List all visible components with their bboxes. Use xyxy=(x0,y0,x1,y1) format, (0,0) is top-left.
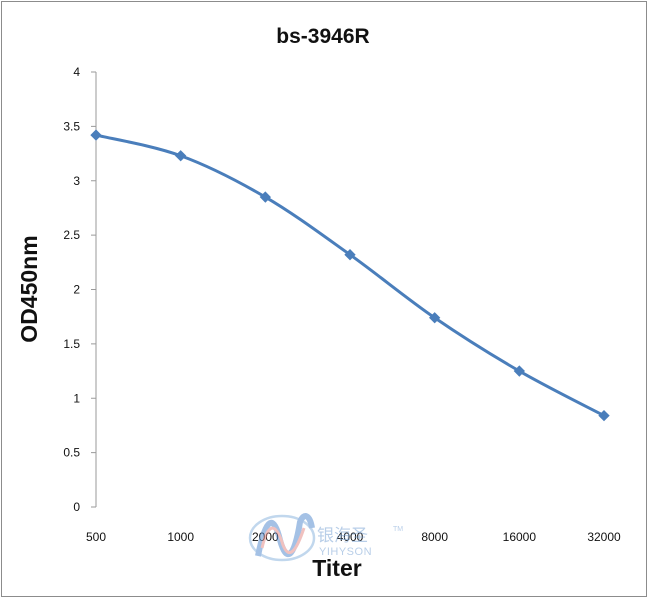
x-tick-label: 8000 xyxy=(421,530,448,544)
y-tick-label: 0.5 xyxy=(63,446,80,460)
y-tick-label: 2.5 xyxy=(63,228,80,242)
x-tick-label: 4000 xyxy=(337,530,364,544)
y-tick-label: 3.5 xyxy=(63,119,80,133)
y-tick-label: 4 xyxy=(73,65,80,79)
chart-title: bs-3946R xyxy=(276,25,369,48)
y-tick-label: 3 xyxy=(73,174,80,188)
x-axis-title: Titer xyxy=(312,555,361,581)
y-tick-label: 2 xyxy=(73,283,80,297)
x-tick-label: 32000 xyxy=(587,530,621,544)
data-point-marker xyxy=(175,150,187,162)
y-tick-label: 1.5 xyxy=(63,337,80,351)
data-point-marker xyxy=(259,191,271,203)
watermark-english: YIHYSON xyxy=(319,546,372,558)
x-tick-labels: 500 1000 2000 4000 8000 16000 32000 xyxy=(86,530,621,544)
y-tick-label: 0 xyxy=(73,500,80,514)
watermark-chinese: 银海圣 xyxy=(317,526,368,546)
watermark-logo: 银海圣 TM YIHYSON xyxy=(248,513,403,562)
x-tick-label: 500 xyxy=(86,530,106,544)
data-point-marker xyxy=(429,312,441,324)
data-point-marker xyxy=(344,249,356,261)
x-tick-label: 16000 xyxy=(503,530,537,544)
watermark-ring-icon xyxy=(248,514,316,562)
y-tick-label: 1 xyxy=(73,391,80,405)
data-point-marker xyxy=(513,365,525,377)
y-tick-labels: 0 0.5 1 1.5 2 2.5 3 3.5 4 xyxy=(63,65,96,514)
series-line xyxy=(94,133,606,418)
data-point-marker xyxy=(598,409,610,422)
y-axis-title: OD450nm xyxy=(16,235,42,342)
watermark-wave-accent-icon xyxy=(260,526,306,555)
x-tick-label: 1000 xyxy=(167,530,194,544)
series-group xyxy=(94,133,606,418)
watermark-tm: TM xyxy=(393,526,403,533)
data-point-marker xyxy=(90,129,102,141)
